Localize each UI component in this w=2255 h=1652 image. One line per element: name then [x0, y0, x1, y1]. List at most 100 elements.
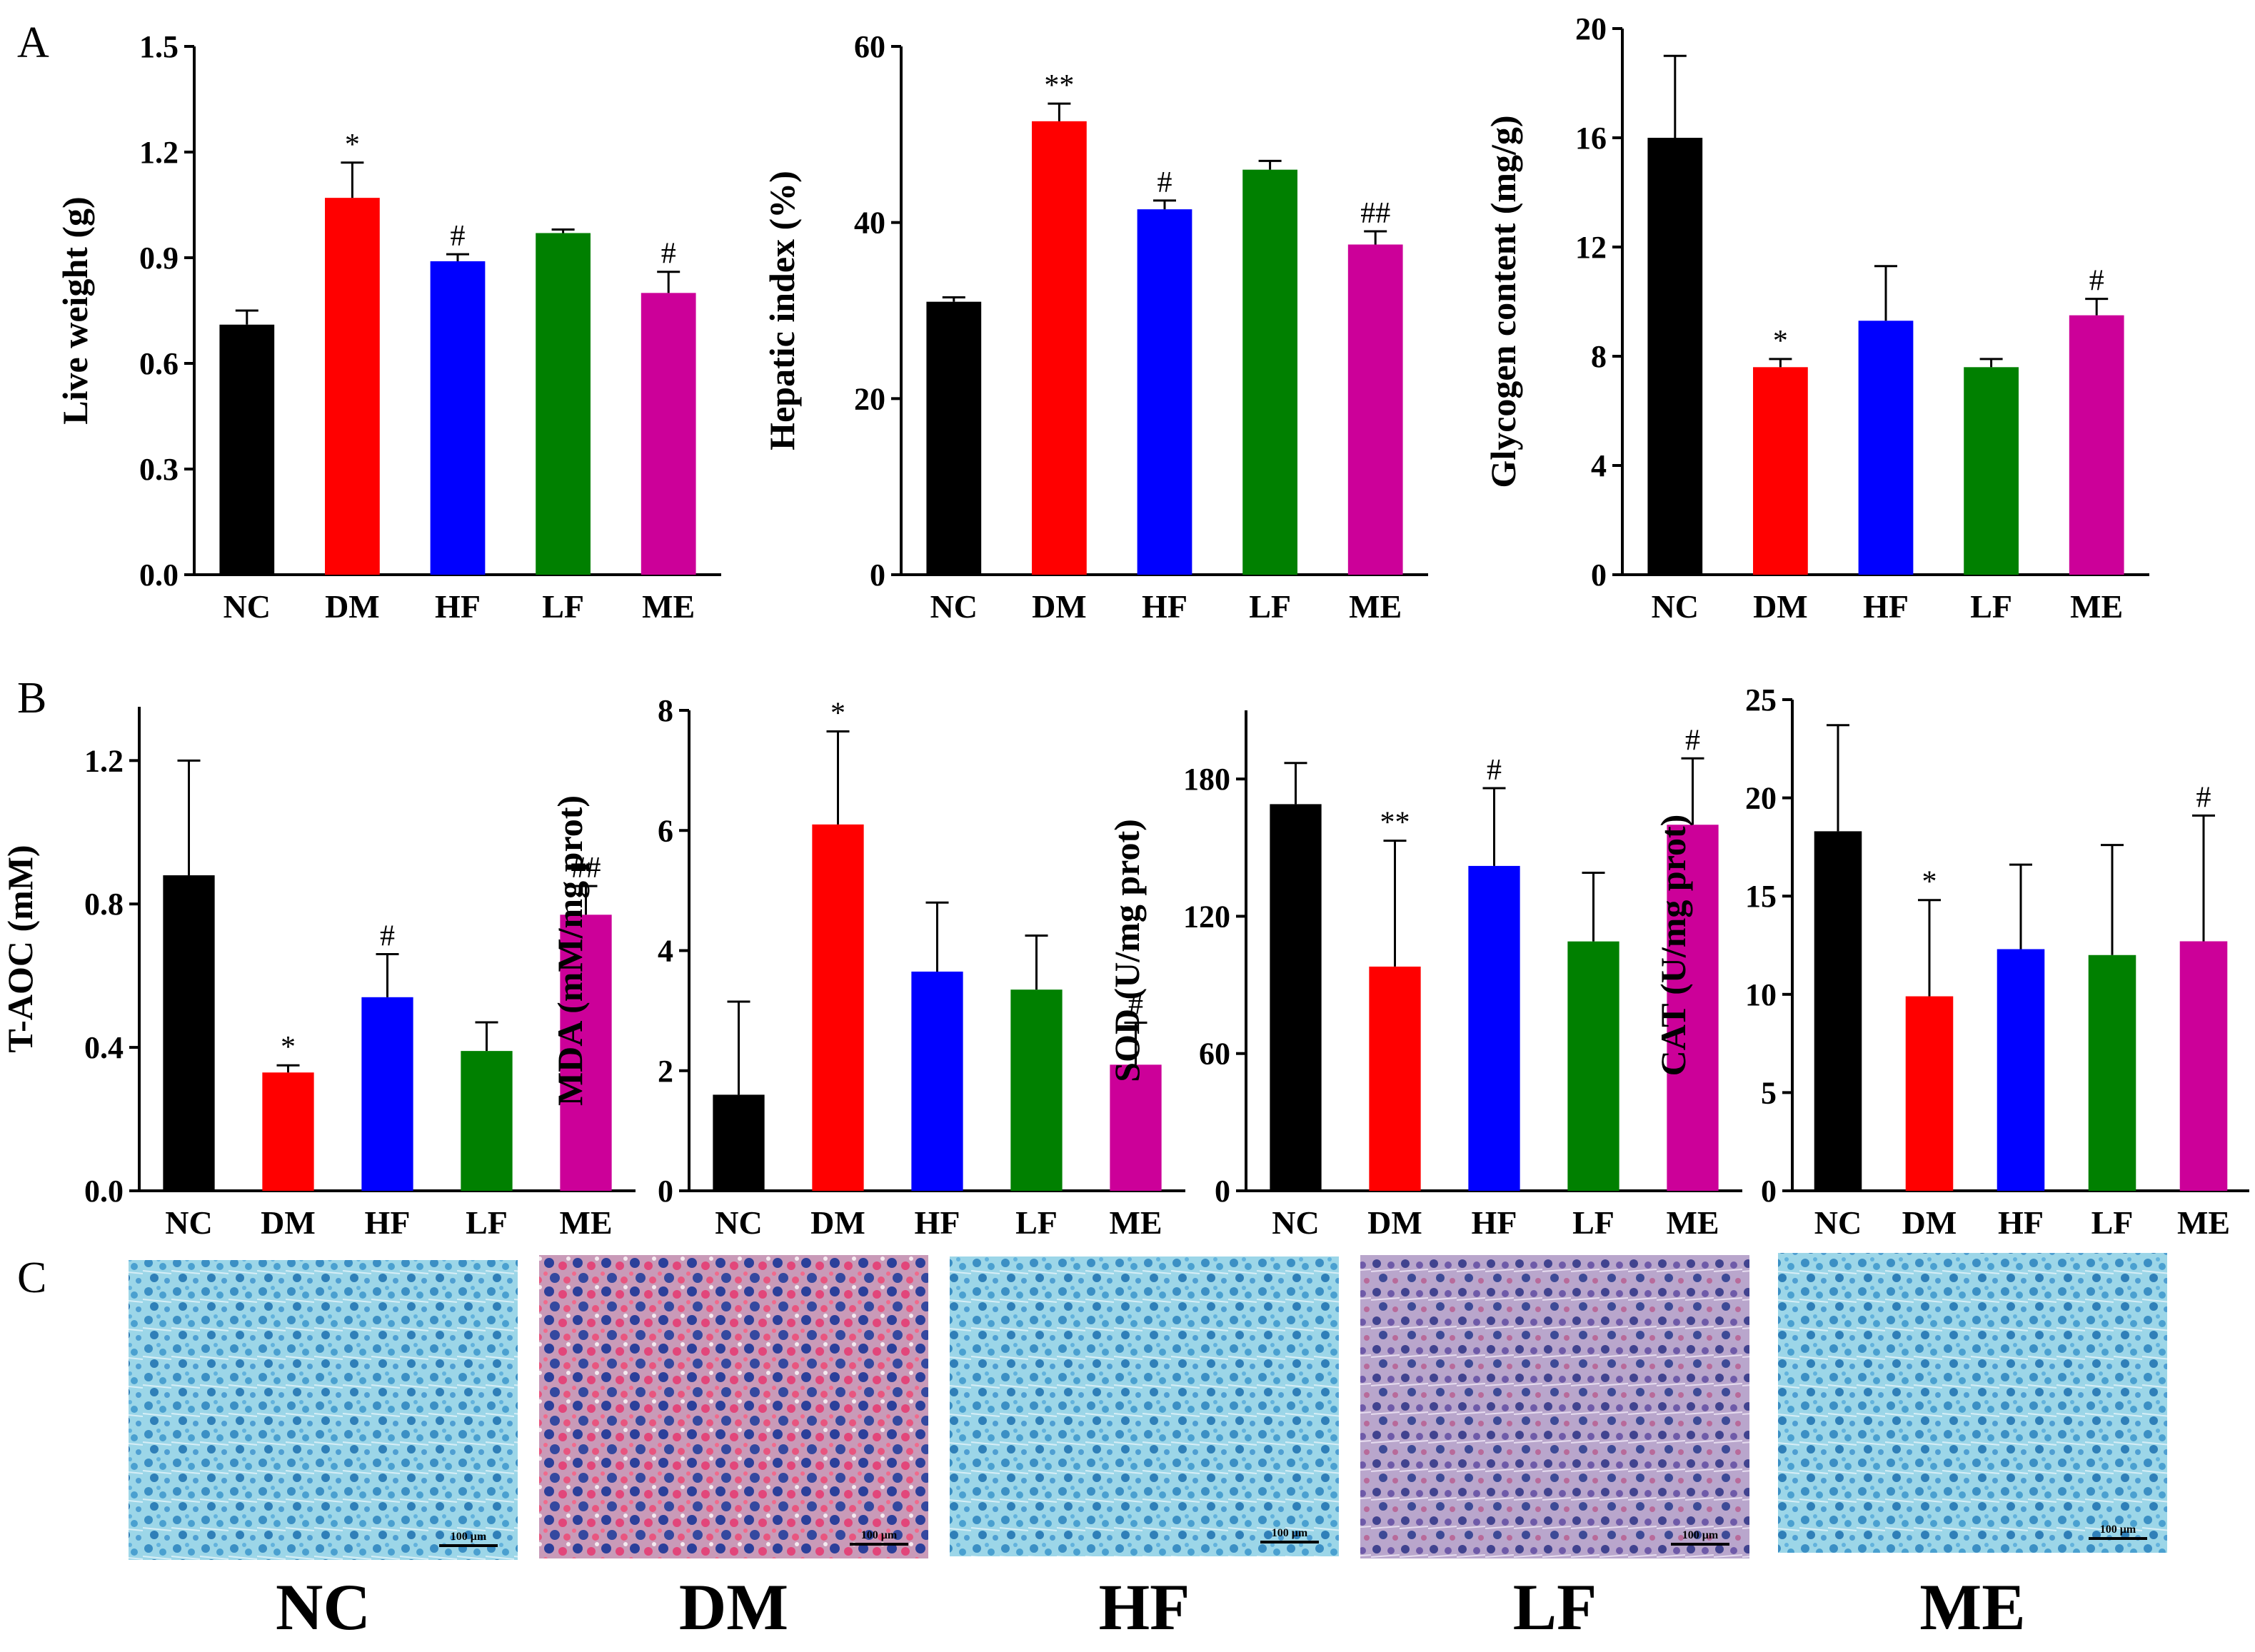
- y-tick-label: 0.0: [84, 1174, 124, 1209]
- x-tick-label: DM: [1367, 1204, 1422, 1241]
- bar-me: [2069, 315, 2124, 575]
- x-tick-label: DM: [261, 1204, 316, 1241]
- bar-me: [1110, 1064, 1162, 1191]
- micrograph-label: DM: [679, 1571, 788, 1643]
- y-tick-label: 8: [658, 693, 673, 728]
- y-tick-label: 16: [1575, 121, 1607, 156]
- micrograph-hf: 100 μm HF: [950, 1256, 1339, 1643]
- y-tick-label: 6: [658, 813, 673, 848]
- panel-letter-a: A: [17, 19, 49, 67]
- y-tick-label: 0: [1591, 558, 1607, 593]
- bar-hf: [1997, 949, 2045, 1191]
- significance-mark: *: [345, 129, 360, 161]
- y-tick-label: 60: [1199, 1037, 1230, 1072]
- y-tick-label: 25: [1745, 683, 1777, 717]
- bar-dm: [1369, 966, 1421, 1191]
- bar-dm: [325, 198, 380, 575]
- bar-me: [641, 293, 696, 575]
- micrograph-label: LF: [1513, 1571, 1597, 1643]
- micrograph-nc: 100 μm NC: [129, 1260, 518, 1643]
- scale-bar-label: 100 μm: [1682, 1529, 1719, 1541]
- x-tick-label: ME: [559, 1204, 612, 1241]
- chart-2: 0 20 40 60 Hepatic index (%) NC ** DM # HF LF ## ME: [762, 29, 1428, 625]
- bar-hf: [1468, 865, 1520, 1191]
- micrograph-label: ME: [1919, 1571, 2025, 1643]
- x-tick-label: LF: [1970, 588, 2012, 625]
- y-tick-label: 0.6: [139, 346, 179, 381]
- x-tick-label: HF: [1998, 1204, 2044, 1241]
- scale-bar-label: 100 μm: [1272, 1527, 1308, 1539]
- significance-mark: #: [1157, 166, 1172, 199]
- y-tick-label: 20: [1745, 781, 1777, 816]
- bar-nc: [163, 875, 215, 1191]
- x-tick-label: NC: [165, 1204, 212, 1241]
- y-tick-label: 0.3: [139, 452, 179, 487]
- bar-hf: [1858, 321, 1914, 575]
- y-axis-label: Live weight (g): [55, 196, 95, 424]
- chart-5: 0 2 4 6 8 MDA (mM/mg prot) NC * DM HF LF # ME: [550, 693, 1185, 1241]
- x-tick-label: NC: [224, 588, 271, 625]
- significance-mark: ##: [571, 852, 601, 885]
- y-tick-label: 1.2: [84, 743, 124, 778]
- y-tick-label: 120: [1183, 899, 1230, 934]
- y-tick-label: 2: [658, 1054, 673, 1089]
- y-tick-label: 1.5: [139, 29, 179, 64]
- significance-mark: *: [830, 697, 845, 730]
- x-tick-label: ME: [2177, 1204, 2230, 1241]
- y-tick-label: 4: [658, 934, 673, 969]
- significance-mark: **: [1044, 69, 1074, 102]
- significance-mark: *: [1773, 325, 1788, 358]
- significance-mark: #: [661, 238, 676, 271]
- micrograph-label: HF: [1099, 1571, 1190, 1643]
- significance-mark: #: [2089, 265, 2104, 298]
- x-tick-label: LF: [2091, 1204, 2134, 1241]
- scale-bar-label: 100 μm: [2100, 1523, 2136, 1536]
- y-tick-label: 5: [1761, 1075, 1777, 1110]
- y-tick-label: 60: [854, 29, 885, 64]
- bar-lf: [2088, 955, 2136, 1191]
- significance-mark: #: [1685, 724, 1700, 757]
- y-tick-label: 180: [1183, 762, 1230, 797]
- micrograph-image: [539, 1255, 928, 1558]
- y-tick-label: 8: [1591, 339, 1607, 374]
- y-tick-label: 0.4: [84, 1030, 124, 1065]
- y-tick-label: 20: [1575, 11, 1607, 46]
- x-tick-label: ME: [1349, 588, 1402, 625]
- x-tick-label: DM: [325, 588, 380, 625]
- bar-dm: [1032, 121, 1087, 575]
- bar-dm: [1905, 996, 1954, 1191]
- chart-7: 0 5 10 15 20 25 CAT (U/mg prot) NC * DM HF LF # ME: [1653, 683, 2249, 1241]
- bar-me: [1667, 825, 1719, 1191]
- y-tick-label: 0.0: [139, 558, 179, 593]
- y-tick-label: 0.9: [139, 241, 179, 276]
- bar-nc: [1814, 831, 1862, 1191]
- y-axis-label: T-AOC (mM): [0, 845, 40, 1052]
- x-tick-label: NC: [1814, 1204, 1862, 1241]
- y-tick-label: 10: [1745, 977, 1777, 1012]
- chart-3: 0 4 8 12 16 20 Glycogen content (mg/g) NC * DM HF L…: [1483, 11, 2149, 625]
- x-tick-label: ME: [642, 588, 695, 625]
- bar-nc: [219, 324, 275, 575]
- significance-mark: *: [1922, 866, 1937, 899]
- y-tick-label: 20: [854, 381, 885, 416]
- scale-bar-label: 100 μm: [861, 1529, 898, 1541]
- x-tick-label: DM: [1902, 1204, 1957, 1241]
- x-tick-label: LF: [466, 1204, 508, 1241]
- y-axis-label: CAT (U/mg prot): [1653, 815, 1693, 1077]
- x-tick-label: NC: [1272, 1204, 1319, 1241]
- x-tick-label: DM: [810, 1204, 865, 1241]
- x-tick-label: HF: [1142, 588, 1187, 625]
- x-tick-label: ME: [1666, 1204, 1719, 1241]
- bar-lf: [1567, 941, 1619, 1191]
- x-tick-label: DM: [1753, 588, 1808, 625]
- chart-1: 0.0 0.3 0.6 0.9 1.2 1.5 Live weight (g) NC * DM # H…: [55, 29, 721, 625]
- x-tick-label: NC: [715, 1204, 762, 1241]
- y-tick-label: 12: [1575, 230, 1607, 265]
- bar-me: [560, 915, 612, 1191]
- panel-letter-b: B: [17, 674, 46, 722]
- micrographs-group: 100 μm NC 100 μm DM 100 μm HF 100 μm LF 100 μm ME: [129, 1253, 2167, 1643]
- bar-nc: [713, 1094, 765, 1191]
- micrograph-image: [950, 1256, 1339, 1556]
- bar-dm: [1753, 367, 1808, 575]
